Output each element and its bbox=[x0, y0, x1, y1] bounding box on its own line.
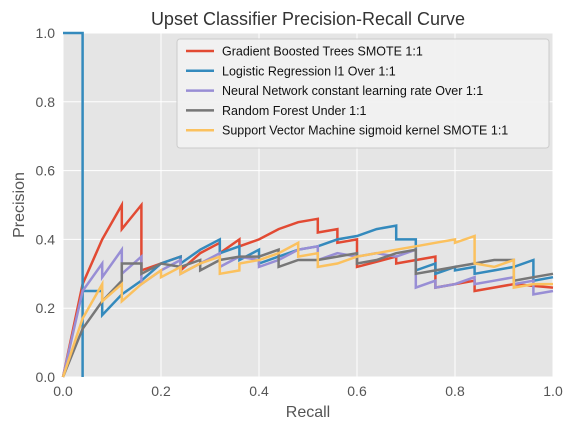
chart-title: Upset Classifier Precision-Recall Curve bbox=[151, 9, 465, 29]
legend-label: Gradient Boosted Trees SMOTE 1:1 bbox=[222, 45, 423, 59]
legend-label: Logistic Regression l1 Over 1:1 bbox=[222, 64, 396, 78]
x-axis-label: Recall bbox=[286, 404, 330, 421]
series-line-4 bbox=[61, 247, 554, 378]
y-tick-label: 0.0 bbox=[36, 369, 56, 385]
series-line-5 bbox=[61, 234, 553, 378]
legend-box bbox=[176, 38, 550, 149]
series-lines bbox=[61, 31, 554, 378]
legend-label: Support Vector Machine sigmoid kernel SM… bbox=[222, 124, 508, 138]
y-axis-label: Precision bbox=[11, 172, 28, 238]
x-tick-label: 1.0 bbox=[543, 383, 563, 399]
series-line-1 bbox=[61, 200, 554, 378]
x-tick-label: 0.2 bbox=[151, 383, 171, 399]
legend-label: Neural Network constant learning rate Ov… bbox=[222, 84, 483, 98]
x-tick-label: 0.0 bbox=[53, 383, 73, 399]
legend-label: Random Forest Under 1:1 bbox=[222, 104, 367, 118]
x-tick-label: 0.4 bbox=[249, 383, 269, 399]
tick-labels: 0.0 0.2 0.4 0.6 0.8 1.0 0.0 0.2 0.4 0.6 0.8 1.0 bbox=[36, 25, 563, 399]
series-line-3 bbox=[61, 244, 554, 378]
y-tick-label: 0.8 bbox=[36, 94, 56, 110]
y-tick-label: 0.6 bbox=[36, 163, 56, 179]
y-tick-label: 0.2 bbox=[36, 300, 56, 316]
legend: Gradient Boosted Trees SMOTE 1:1 Logistic… bbox=[176, 38, 550, 149]
y-tick-label: 1.0 bbox=[36, 25, 56, 41]
x-tick-label: 0.6 bbox=[347, 383, 367, 399]
x-tick-label: 0.8 bbox=[445, 383, 465, 399]
y-tick-label: 0.4 bbox=[36, 231, 56, 247]
